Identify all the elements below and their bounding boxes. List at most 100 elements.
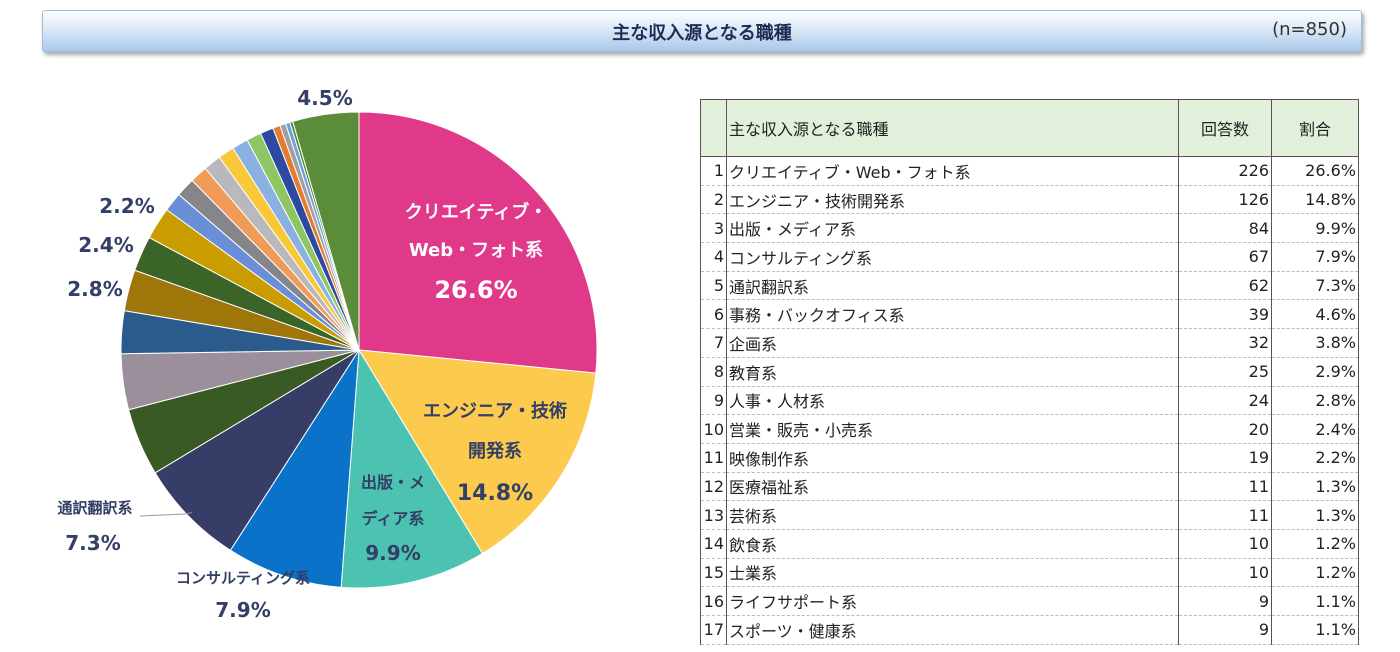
slice-label: 出版・メ bbox=[361, 473, 425, 492]
row-job: 営業・販売・小売系 bbox=[726, 414, 1179, 444]
slice-percent-label: 2.2% bbox=[99, 194, 154, 218]
table-row: 9 人事・人材系 24 2.8% bbox=[700, 386, 1359, 416]
row-ratio: 7.9% bbox=[1271, 242, 1359, 272]
table-row: 5 通訳翻訳系 62 7.3% bbox=[700, 271, 1359, 301]
row-ratio: 1.3% bbox=[1271, 472, 1359, 502]
row-index: 11 bbox=[700, 443, 727, 473]
slice-percent-label: 4.5% bbox=[297, 86, 352, 110]
row-count: 10 bbox=[1178, 558, 1272, 588]
row-ratio: 2.9% bbox=[1271, 357, 1359, 387]
row-count: 84 bbox=[1178, 213, 1272, 244]
row-ratio: 9.9% bbox=[1271, 213, 1359, 244]
row-job: コンサルティング系 bbox=[726, 242, 1179, 272]
row-index: 16 bbox=[700, 586, 727, 616]
pie-slice bbox=[358, 349, 597, 555]
row-ratio: 14.8% bbox=[1271, 185, 1359, 215]
pie-chart: クリエイティブ・ Web・フォト系 26.6% エンジニア・技術開発系 14.8% 出版・… bbox=[57, 86, 598, 622]
row-count: 10 bbox=[1178, 529, 1272, 559]
row-count: 9 bbox=[1178, 586, 1272, 616]
row-count: 67 bbox=[1178, 242, 1272, 272]
row-count: 11 bbox=[1178, 472, 1272, 502]
row-job: クリエイティブ・Web・フォト系 bbox=[726, 156, 1179, 186]
pie-slice bbox=[358, 111, 598, 374]
row-ratio: 2.8% bbox=[1271, 386, 1359, 416]
table-header-row: 主な収入源となる職種 回答数 割合 bbox=[700, 99, 1359, 157]
row-index: 15 bbox=[700, 558, 727, 588]
row-index: 7 bbox=[700, 328, 727, 358]
slice-percent-label: 2.8% bbox=[67, 277, 122, 301]
table-row: 10 営業・販売・小売系 20 2.4% bbox=[700, 414, 1359, 444]
table-row: 12 医療福祉系 11 1.3% bbox=[700, 472, 1359, 502]
row-index: 1 bbox=[700, 156, 727, 186]
row-index: 3 bbox=[700, 213, 727, 244]
row-index: 12 bbox=[700, 472, 727, 502]
data-table: 主な収入源となる職種 回答数 割合 1 クリエイティブ・Web・フォト系 226 26… bbox=[700, 99, 1359, 645]
chart-title: 主な収入源となる職種 bbox=[612, 23, 792, 44]
row-index: 4 bbox=[700, 242, 727, 272]
row-count: 126 bbox=[1178, 185, 1272, 215]
table-row: 3 出版・メディア系 84 9.9% bbox=[700, 213, 1359, 244]
table-row: 8 教育系 25 2.9% bbox=[700, 357, 1359, 387]
row-ratio: 2.2% bbox=[1271, 443, 1359, 473]
row-ratio: 1.3% bbox=[1271, 500, 1359, 530]
row-ratio: 26.6% bbox=[1271, 156, 1359, 186]
header-job: 主な収入源となる職種 bbox=[726, 99, 1179, 157]
row-job: 映像制作系 bbox=[726, 443, 1179, 473]
row-count: 19 bbox=[1178, 443, 1272, 473]
slice-label: 開発系 bbox=[468, 440, 522, 462]
sample-size-label: (n=850) bbox=[1272, 19, 1347, 40]
row-job: 医療福祉系 bbox=[726, 472, 1179, 502]
row-job: 芸術系 bbox=[726, 500, 1179, 530]
slice-label: Web・フォト系 bbox=[409, 240, 543, 261]
slice-label: ディア系 bbox=[362, 509, 425, 528]
row-index: 10 bbox=[700, 414, 727, 444]
pie-slice bbox=[154, 349, 360, 551]
chart-header-bar: 主な収入源となる職種 (n=850) bbox=[42, 10, 1362, 52]
row-job: エンジニア・技術開発系 bbox=[726, 185, 1179, 215]
header-count: 回答数 bbox=[1178, 99, 1272, 157]
row-ratio: 1.1% bbox=[1271, 615, 1359, 645]
row-index: 9 bbox=[700, 386, 727, 416]
row-count: 9 bbox=[1178, 615, 1272, 645]
row-ratio: 4.6% bbox=[1271, 299, 1359, 330]
row-job: ライフサポート系 bbox=[726, 586, 1179, 616]
row-count: 32 bbox=[1178, 328, 1272, 358]
row-job: 事務・バックオフィス系 bbox=[726, 299, 1179, 330]
table-row: 1 クリエイティブ・Web・フォト系 226 26.6% bbox=[700, 156, 1359, 186]
table-row: 6 事務・バックオフィス系 39 4.6% bbox=[700, 299, 1359, 330]
row-ratio: 1.2% bbox=[1271, 558, 1359, 588]
row-index: 8 bbox=[700, 357, 727, 387]
slice-percent-label: 14.8% bbox=[457, 481, 533, 506]
row-count: 226 bbox=[1178, 156, 1272, 186]
row-count: 62 bbox=[1178, 271, 1272, 301]
slice-percent-label: 9.9% bbox=[365, 541, 420, 565]
row-job: 飲食系 bbox=[726, 529, 1179, 559]
pie-slice bbox=[229, 349, 360, 588]
header-ratio: 割合 bbox=[1271, 99, 1359, 157]
row-ratio: 1.2% bbox=[1271, 529, 1359, 559]
table-row: 16 ライフサポート系 9 1.1% bbox=[700, 586, 1359, 616]
table-row: 13 芸術系 11 1.3% bbox=[700, 500, 1359, 530]
row-job: 教育系 bbox=[726, 357, 1179, 387]
row-index: 14 bbox=[700, 529, 727, 559]
row-ratio: 1.1% bbox=[1271, 586, 1359, 616]
row-count: 39 bbox=[1178, 299, 1272, 330]
header-index bbox=[700, 99, 727, 157]
row-index: 13 bbox=[700, 500, 727, 530]
row-job: 士業系 bbox=[726, 558, 1179, 588]
row-job: 企画系 bbox=[726, 328, 1179, 358]
table-row: 11 映像制作系 19 2.2% bbox=[700, 443, 1359, 473]
table-row: 7 企画系 32 3.8% bbox=[700, 328, 1359, 358]
slice-percent-label: 26.6% bbox=[434, 276, 517, 304]
row-count: 20 bbox=[1178, 414, 1272, 444]
table-row: 4 コンサルティング系 67 7.9% bbox=[700, 242, 1359, 272]
row-job: 人事・人材系 bbox=[726, 386, 1179, 416]
pie-slice bbox=[340, 348, 484, 589]
row-ratio: 3.8% bbox=[1271, 328, 1359, 358]
pie-slice bbox=[292, 111, 360, 351]
row-index: 17 bbox=[700, 615, 727, 645]
slice-label: コンサルティング系 bbox=[176, 569, 310, 587]
data-table-container: 主な収入源となる職種 回答数 割合 1 クリエイティブ・Web・フォト系 226 26… bbox=[700, 99, 1360, 652]
row-job: 通訳翻訳系 bbox=[726, 271, 1179, 301]
row-count: 24 bbox=[1178, 386, 1272, 416]
